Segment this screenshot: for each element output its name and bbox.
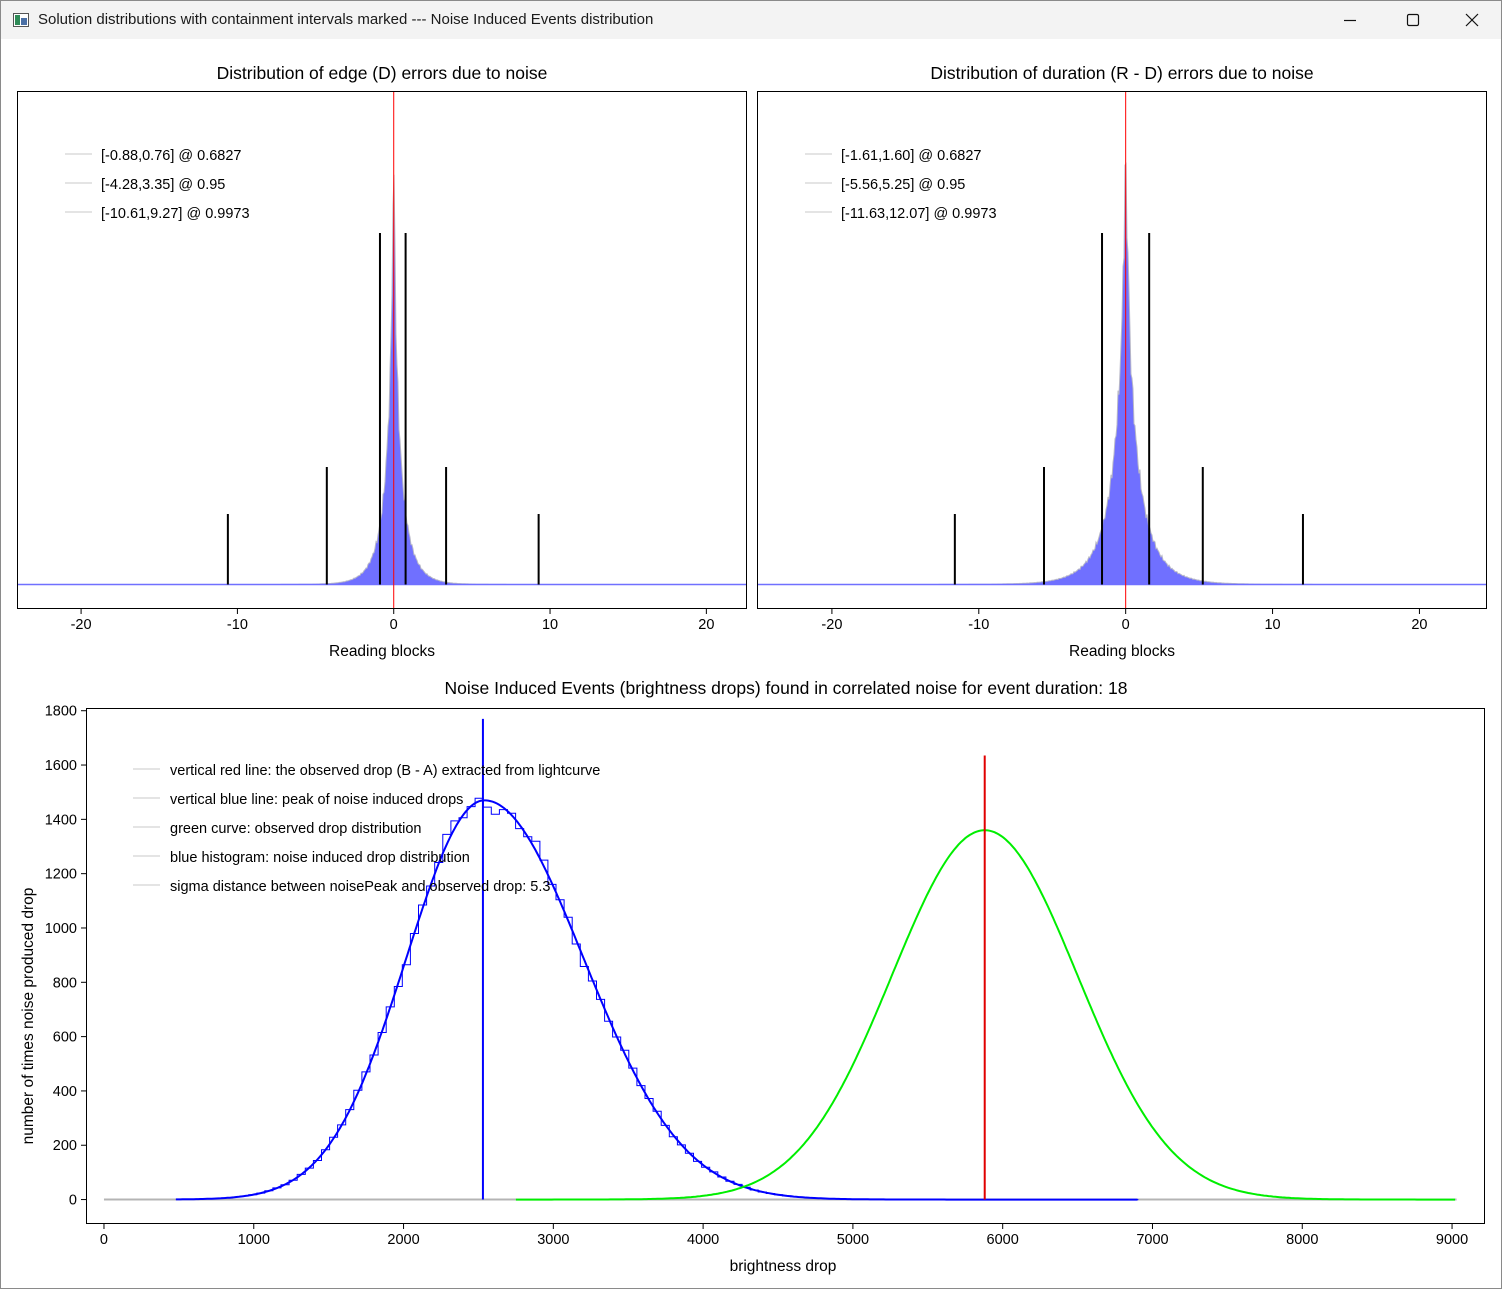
x-tick-label: 10	[542, 617, 558, 633]
window-title: Solution distributions with containment …	[38, 11, 654, 28]
legend-item: [-0.88,0.76] @ 0.6827	[101, 148, 241, 164]
x-tick-label: 1000	[238, 1232, 270, 1248]
close-icon	[1465, 13, 1479, 27]
x-tick-label: 0	[390, 617, 398, 633]
legend-item: blue histogram: noise induced drop distr…	[170, 850, 470, 866]
error-chart-2: Distribution of duration (R - D) errors …	[757, 63, 1487, 660]
minimize-icon	[1344, 19, 1356, 22]
x-tick-label: -20	[821, 617, 842, 633]
x-tick-label: 20	[698, 617, 714, 633]
chart-title: Noise Induced Events (brightness drops) …	[445, 678, 1128, 698]
legend-item: sigma distance between noisePeak and obs…	[170, 879, 550, 895]
x-tick-label: 3000	[537, 1232, 569, 1248]
noise-fit-curve	[175, 799, 1138, 1201]
x-tick-label: 4000	[687, 1232, 719, 1248]
y-tick-label: 600	[53, 1030, 77, 1046]
legend-item: vertical blue line: peak of noise induce…	[170, 792, 463, 808]
x-axis-label: Reading blocks	[329, 643, 435, 660]
x-tick-label: -10	[968, 617, 989, 633]
x-axis-label: brightness drop	[730, 1258, 837, 1275]
title-bar[interactable]: Solution distributions with containment …	[1, 1, 1501, 39]
x-tick-label: 0	[100, 1232, 108, 1248]
legend-item: [-5.56,5.25] @ 0.95	[841, 177, 965, 193]
histogram-fill	[758, 163, 1486, 585]
chart-title: Distribution of edge (D) errors due to n…	[217, 63, 548, 83]
y-axis-label: number of times noise produced drop	[20, 888, 37, 1145]
y-tick-label: 200	[53, 1138, 77, 1154]
legend-item: vertical red line: the observed drop (B …	[170, 763, 600, 779]
x-tick-label: 6000	[987, 1232, 1019, 1248]
y-tick-label: 800	[53, 975, 77, 991]
close-button[interactable]	[1449, 1, 1495, 39]
legend-item: [-10.61,9.27] @ 0.9973	[101, 206, 250, 222]
y-tick-label: 400	[53, 1084, 77, 1100]
app-icon	[13, 13, 29, 27]
y-tick-label: 0	[69, 1193, 77, 1209]
legend-item: [-4.28,3.35] @ 0.95	[101, 177, 225, 193]
error-chart-1: Distribution of edge (D) errors due to n…	[17, 63, 747, 660]
y-tick-label: 1600	[45, 758, 77, 774]
x-tick-label: 9000	[1436, 1232, 1468, 1248]
legend-item: green curve: observed drop distribution	[170, 821, 421, 837]
x-tick-label: 0	[1122, 617, 1130, 633]
plot-frame	[86, 708, 1485, 1224]
chart-title: Distribution of duration (R - D) errors …	[930, 63, 1313, 83]
y-tick-label: 1000	[45, 921, 77, 937]
y-tick-label: 1200	[45, 867, 77, 883]
maximize-icon	[1406, 13, 1420, 27]
maximize-button[interactable]	[1390, 1, 1436, 39]
noise-events-chart: Noise Induced Events (brightness drops) …	[20, 678, 1485, 1275]
x-tick-label: 7000	[1136, 1232, 1168, 1248]
x-axis-label: Reading blocks	[1069, 643, 1175, 660]
minimize-button[interactable]	[1327, 1, 1373, 39]
x-tick-label: 8000	[1286, 1232, 1318, 1248]
x-tick-label: 20	[1411, 617, 1427, 633]
x-tick-label: -20	[71, 617, 92, 633]
y-tick-label: 1800	[45, 704, 77, 720]
legend-item: [-11.63,12.07] @ 0.9973	[841, 206, 997, 222]
x-tick-label: 2000	[387, 1232, 419, 1248]
x-tick-label: 10	[1264, 617, 1280, 633]
x-tick-label: 5000	[837, 1232, 869, 1248]
y-tick-label: 1400	[45, 812, 77, 828]
x-tick-label: -10	[227, 617, 248, 633]
legend-item: [-1.61,1.60] @ 0.6827	[841, 148, 981, 164]
